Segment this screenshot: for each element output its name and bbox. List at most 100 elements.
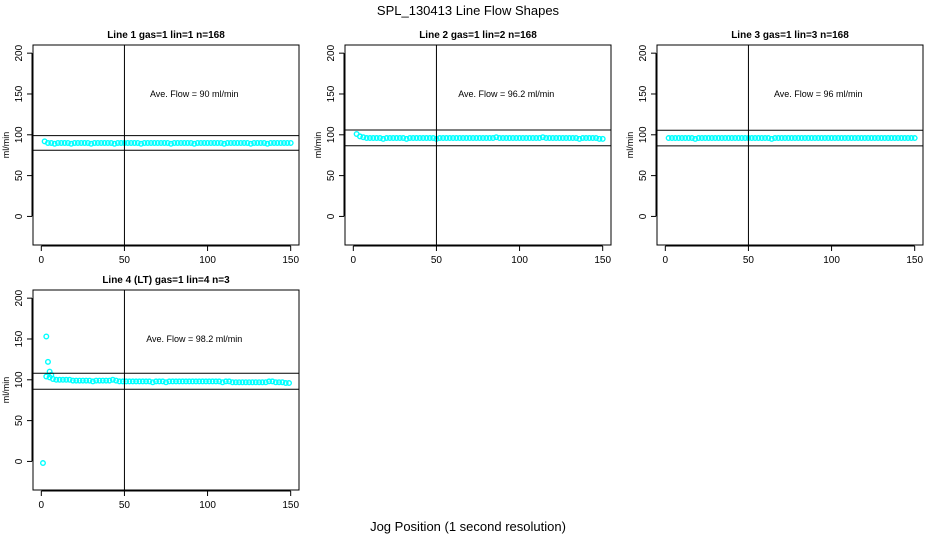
data-point <box>104 139 111 146</box>
data-point <box>221 140 228 147</box>
data-point <box>133 378 140 385</box>
data-point <box>828 135 835 142</box>
data-point <box>48 139 55 146</box>
y-tick-label: 50 <box>638 170 649 182</box>
panel-title: Line 1 gas=1 lin=1 n=168 <box>107 30 225 41</box>
data-point <box>148 139 155 146</box>
data-point <box>406 135 413 142</box>
x-tick-label: 150 <box>906 255 923 266</box>
data-point <box>106 377 113 384</box>
data-point <box>891 135 898 142</box>
data-point <box>596 135 603 142</box>
data-point <box>569 135 576 142</box>
data-point <box>705 135 712 142</box>
x-tick-label: 0 <box>39 500 45 511</box>
data-point <box>589 135 596 142</box>
data-point <box>141 139 148 146</box>
data-point <box>460 135 467 142</box>
y-tick-label: 100 <box>14 371 25 388</box>
data-point <box>546 135 553 142</box>
figure-title: SPL_130413 Line Flow Shapes <box>377 3 560 18</box>
data-point <box>476 135 483 142</box>
data-point <box>672 135 679 142</box>
data-point <box>821 135 828 142</box>
data-point <box>430 135 437 142</box>
y-axis-label: ml/min <box>313 132 323 159</box>
data-point <box>54 139 61 146</box>
data-point <box>134 139 141 146</box>
data-point <box>144 139 151 146</box>
data-point <box>688 135 695 142</box>
data-point <box>881 135 888 142</box>
data-point <box>536 135 543 142</box>
data-point <box>199 378 206 385</box>
data-point <box>868 135 875 142</box>
data-point <box>795 135 802 142</box>
data-point <box>755 135 762 142</box>
data-point <box>111 140 118 147</box>
data-point <box>798 135 805 142</box>
data-point <box>96 377 103 384</box>
data-point <box>214 139 221 146</box>
data-point <box>908 135 915 142</box>
data-point <box>586 135 593 142</box>
data-point <box>811 135 818 142</box>
data-point <box>158 139 165 146</box>
data-point <box>489 135 496 142</box>
data-point <box>450 135 457 142</box>
data-point <box>390 135 397 142</box>
data-point <box>539 134 546 141</box>
data-point <box>247 140 254 147</box>
data-point <box>267 139 274 146</box>
y-tick-label: 50 <box>326 170 337 182</box>
plot-frame <box>656 44 924 246</box>
x-tick-label: 100 <box>199 255 216 266</box>
data-point <box>197 139 204 146</box>
data-point <box>805 135 812 142</box>
data-point <box>286 380 293 387</box>
data-point <box>241 139 248 146</box>
data-point <box>181 139 188 146</box>
data-point <box>775 135 782 142</box>
data-point <box>788 135 795 142</box>
data-point <box>513 135 520 142</box>
data-point <box>89 378 96 385</box>
data-point <box>266 378 273 385</box>
data-point <box>573 135 580 142</box>
data-point <box>56 376 63 383</box>
data-point <box>905 135 912 142</box>
data-point <box>838 135 845 142</box>
x-tick-label: 150 <box>282 500 299 511</box>
y-tick-label: 150 <box>14 85 25 102</box>
x-tick-label: 0 <box>663 255 669 266</box>
data-point <box>101 139 108 146</box>
data-point <box>128 139 135 146</box>
data-point <box>261 139 268 146</box>
panel-2: Line 2 gas=1 lin=2 n=168 Ave. Flow = 96.2… <box>313 30 612 266</box>
data-point <box>219 379 226 386</box>
data-point <box>416 135 423 142</box>
data-point <box>463 135 470 142</box>
data-point <box>76 377 83 384</box>
data-point <box>88 140 95 147</box>
data-point <box>172 378 179 385</box>
data-point <box>232 379 239 386</box>
data-point <box>815 135 822 142</box>
data-point <box>44 139 51 146</box>
y-axis-label: ml/min <box>1 377 11 404</box>
data-point <box>83 377 90 384</box>
data-point <box>692 135 699 142</box>
x-tick-label: 100 <box>199 500 216 511</box>
data-point <box>246 379 253 386</box>
data-point <box>566 135 573 142</box>
data-point <box>858 135 865 142</box>
data-point <box>154 139 161 146</box>
data-point <box>413 135 420 142</box>
data-point <box>801 135 808 142</box>
data-point <box>118 139 125 146</box>
data-point <box>865 135 872 142</box>
data-point <box>738 135 745 142</box>
data-point <box>426 135 433 142</box>
data-point <box>222 378 229 385</box>
